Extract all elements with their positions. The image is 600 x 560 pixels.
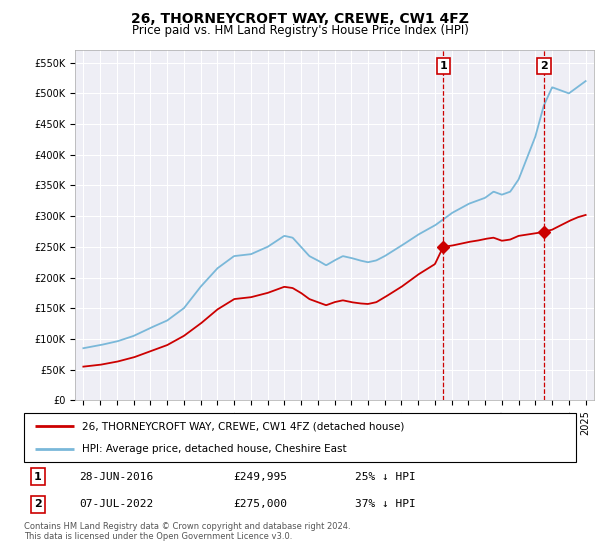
Text: £275,000: £275,000 [234, 499, 288, 509]
Text: 2: 2 [540, 61, 548, 71]
FancyBboxPatch shape [24, 413, 576, 462]
Text: 37% ↓ HPI: 37% ↓ HPI [355, 499, 416, 509]
Text: £249,995: £249,995 [234, 472, 288, 482]
Text: Price paid vs. HM Land Registry's House Price Index (HPI): Price paid vs. HM Land Registry's House … [131, 24, 469, 37]
Text: 07-JUL-2022: 07-JUL-2022 [79, 499, 154, 509]
Text: 25% ↓ HPI: 25% ↓ HPI [355, 472, 416, 482]
Text: 26, THORNEYCROFT WAY, CREWE, CW1 4FZ (detached house): 26, THORNEYCROFT WAY, CREWE, CW1 4FZ (de… [82, 421, 404, 431]
Text: 1: 1 [34, 472, 41, 482]
Text: 26, THORNEYCROFT WAY, CREWE, CW1 4FZ: 26, THORNEYCROFT WAY, CREWE, CW1 4FZ [131, 12, 469, 26]
Text: 28-JUN-2016: 28-JUN-2016 [79, 472, 154, 482]
Text: HPI: Average price, detached house, Cheshire East: HPI: Average price, detached house, Ches… [82, 444, 347, 454]
Text: 2: 2 [34, 499, 41, 509]
Text: Contains HM Land Registry data © Crown copyright and database right 2024.
This d: Contains HM Land Registry data © Crown c… [24, 522, 350, 542]
Text: 1: 1 [439, 61, 447, 71]
